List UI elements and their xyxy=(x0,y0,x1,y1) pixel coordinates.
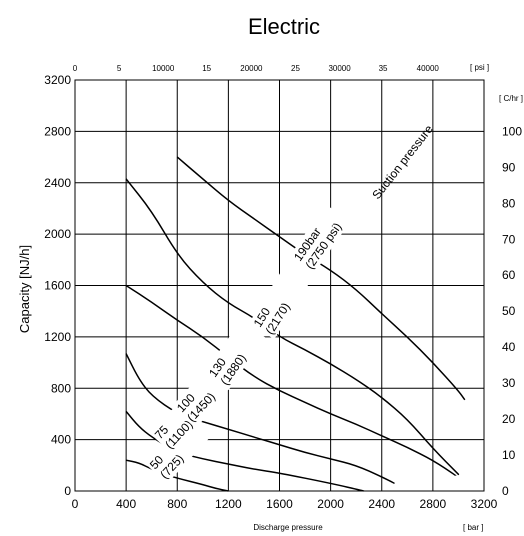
axis-ticks: 0 400 800 1200 1600 2000 2400 2800 3200040080012… xyxy=(44,64,522,511)
x-tick-label: 0 xyxy=(72,497,79,511)
x-tick-label: 3200 xyxy=(471,497,498,511)
right-tick-label: 40 xyxy=(502,340,516,354)
psi-tick-label: 35 xyxy=(379,64,388,73)
series-labels: 50(725)75(1100)100(1450)130(1880)150(217… xyxy=(144,204,351,484)
right-tick-label: 100 xyxy=(502,124,522,138)
chart-title: Electric xyxy=(248,14,320,39)
x-tick-label: 1600 xyxy=(266,497,293,511)
series-line xyxy=(125,178,460,476)
x-tick-label: 2000 xyxy=(317,497,344,511)
y-tick-label: 2800 xyxy=(44,124,71,138)
y-tick-label: 1600 xyxy=(44,279,71,293)
annotation-suction-pressure: Suction pressure xyxy=(369,122,436,202)
x-tick-label: 1200 xyxy=(215,497,242,511)
series-label-background xyxy=(248,269,309,340)
psi-tick-label: 10000 xyxy=(152,64,175,73)
right-tick-label: 30 xyxy=(502,376,516,390)
series-label-background xyxy=(204,320,266,390)
right-tick-label: 20 xyxy=(502,412,516,426)
right-tick-label: 0 xyxy=(502,484,509,498)
right-tick-label: 70 xyxy=(502,232,516,246)
y-tick-label: 2000 xyxy=(44,227,71,241)
series-line xyxy=(125,353,395,485)
series-label: 150(2170) xyxy=(248,269,309,340)
series-label-background xyxy=(289,204,351,274)
series-line xyxy=(176,156,466,401)
right-tick-label: 50 xyxy=(502,304,516,318)
right-unit-label: [ C/hr ] xyxy=(499,94,523,103)
psi-tick-label: 40000 xyxy=(417,64,440,73)
x-unit-label: [ bar ] xyxy=(463,523,483,532)
x-tick-label: 800 xyxy=(167,497,187,511)
y-tick-label: 400 xyxy=(51,433,71,447)
psi-tick-label: 20000 xyxy=(240,64,263,73)
right-tick-label: 80 xyxy=(502,196,516,210)
series-label-background xyxy=(144,416,211,484)
y-tick-label: 800 xyxy=(51,381,71,395)
psi-tick-label: 0 xyxy=(73,64,78,73)
psi-tick-label: 15 xyxy=(202,64,211,73)
series-label: 190bar(2750 psi) xyxy=(289,204,351,274)
y-tick-label: 2400 xyxy=(44,176,71,190)
x-tick-label: 400 xyxy=(116,497,136,511)
right-tick-label: 90 xyxy=(502,160,516,174)
y-tick-label: 1200 xyxy=(44,330,71,344)
series-label: 50(725) xyxy=(144,416,211,484)
psi-tick-label: 5 xyxy=(117,64,122,73)
right-tick-label: 60 xyxy=(502,268,516,282)
series-line xyxy=(125,284,457,477)
grid xyxy=(74,79,485,492)
series-line xyxy=(125,410,365,492)
y-tick-label: 3200 xyxy=(44,73,71,87)
psi-unit-label: [ psi ] xyxy=(470,63,489,72)
y-axis-title: Capacity [NJ/h] xyxy=(17,245,32,333)
right-tick-label: 10 xyxy=(502,448,516,462)
x-tick-label: 2400 xyxy=(368,497,395,511)
psi-tick-label: 25 xyxy=(291,64,300,73)
psi-tick-label: 30000 xyxy=(328,64,351,73)
x-tick-label: 2800 xyxy=(420,497,447,511)
x-axis-title: Discharge pressure xyxy=(253,523,323,532)
y-tick-label: 0 xyxy=(64,484,71,498)
